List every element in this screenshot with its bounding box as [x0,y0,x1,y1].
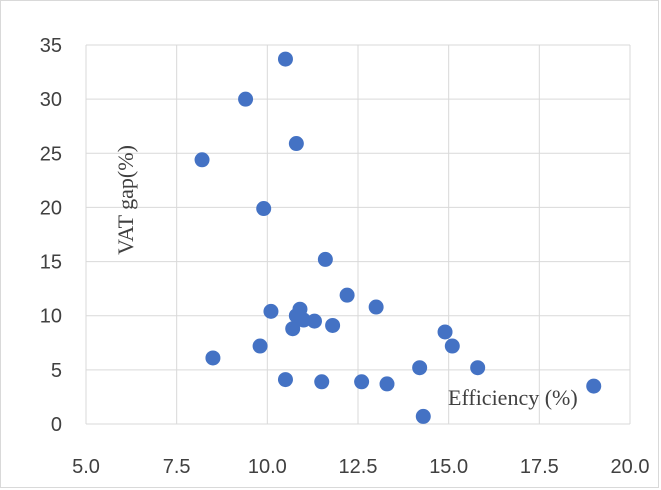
y-tick-label: 10 [40,306,62,328]
data-point [277,51,293,67]
x-tick-label: 17.5 [520,456,559,478]
data-point [314,374,330,390]
y-tick-label: 35 [40,35,62,57]
x-tick-label: 10.0 [248,456,287,478]
data-point [586,378,602,394]
data-point [354,374,370,390]
tick-labels: 5.0 7.5 10.0 12.5 15.0 17.5 20.0 0 5 10 15 20 25 30 35 [40,35,650,478]
data-point [368,299,384,315]
data-point [288,136,304,152]
data-points [194,51,602,424]
data-point [205,350,221,366]
x-tick-label: 15.0 [429,456,468,478]
gridlines [85,44,631,425]
y-tick-label: 5 [51,360,62,382]
x-axis-title: Efficiency (%) [448,385,578,410]
data-point [412,360,428,376]
data-point [194,152,210,168]
data-point [256,201,272,217]
data-point [437,324,453,340]
data-point [444,338,460,354]
y-axis-title: VAT gap(%) [113,145,138,255]
data-point [379,376,395,392]
y-tick-label: 25 [40,143,62,165]
y-tick-label: 20 [40,197,62,219]
y-tick-label: 15 [40,252,62,274]
x-tick-label: 12.5 [339,456,378,478]
data-point [339,287,355,303]
data-point [415,408,431,424]
x-tick-label: 7.5 [163,456,191,478]
x-tick-label: 5.0 [72,456,100,478]
data-point [238,91,254,107]
data-point [285,321,301,337]
data-point [252,338,268,354]
y-tick-label: 0 [51,414,62,436]
data-point [296,312,312,328]
data-point [325,317,341,333]
data-point [277,372,293,388]
y-tick-label: 30 [40,89,62,111]
data-point [306,313,322,329]
data-point [263,303,279,319]
data-point [317,251,333,267]
x-tick-label: 20.0 [611,456,650,478]
data-point [470,360,486,376]
